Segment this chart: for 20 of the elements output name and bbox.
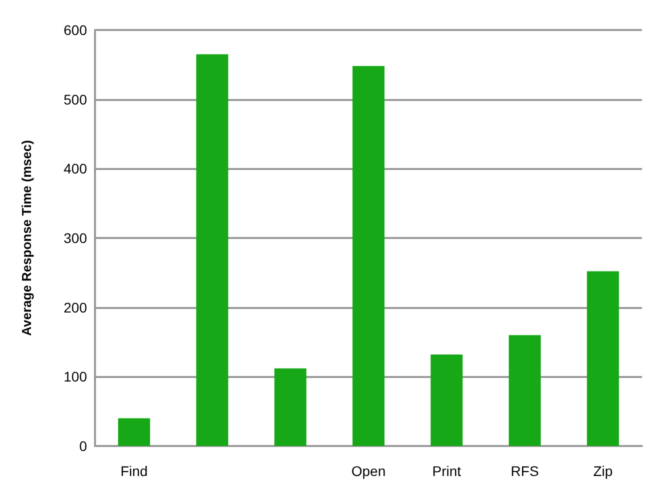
x-tick-label: RFS — [510, 463, 539, 479]
bar — [352, 66, 384, 446]
y-tick-label: 300 — [64, 230, 88, 246]
bar — [586, 271, 619, 446]
y-tick-label: 200 — [64, 299, 88, 316]
bar — [508, 335, 541, 446]
y-tick-label: 500 — [64, 91, 88, 108]
bar — [274, 368, 306, 446]
y-tick-label: 600 — [64, 22, 88, 38]
x-tick-label: Print — [432, 463, 462, 479]
x-tick-label: Open — [351, 463, 386, 479]
y-axis-title: Average Response Time (msec) — [19, 140, 34, 336]
y-tick-label: 0 — [79, 438, 88, 454]
bar — [118, 418, 150, 446]
bar — [196, 54, 228, 446]
y-tick-label: 100 — [64, 368, 88, 385]
x-tick-label: Zip — [593, 463, 613, 479]
bar — [430, 354, 463, 446]
x-tick-label: Find — [120, 463, 148, 479]
y-tick-label: 400 — [64, 160, 88, 177]
